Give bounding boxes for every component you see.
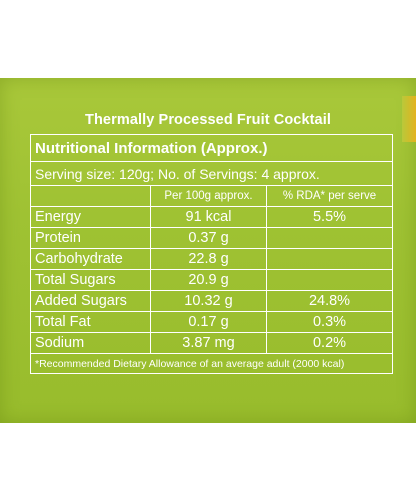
- nutrient-name: Total Fat: [30, 311, 151, 333]
- nutrient-name: Protein: [30, 227, 151, 249]
- nutrient-rda: [265, 227, 394, 249]
- table-row: Energy 91 kcal 5.5%: [30, 206, 394, 228]
- nutrition-table: Nutritional Information (Approx.) Servin…: [29, 134, 394, 374]
- nutrient-rda: [265, 269, 394, 291]
- table-row: Added Sugars 10.32 g 24.8%: [30, 290, 394, 312]
- nutrient-per100g: 91 kcal: [150, 206, 267, 228]
- packaging-edge: [402, 96, 416, 142]
- table-row: Total Sugars 20.9 g: [30, 269, 394, 291]
- nutrient-name: Sodium: [30, 332, 151, 354]
- nutrient-name: Total Sugars: [30, 269, 151, 291]
- nutrient-rda: 5.5%: [265, 206, 394, 228]
- nutrient-rda: 0.3%: [265, 311, 394, 333]
- table-row: Total Fat 0.17 g 0.3%: [30, 311, 394, 333]
- nutrient-rda: 0.2%: [265, 332, 394, 354]
- nutrient-rda: [265, 248, 394, 270]
- nutrient-per100g: 0.37 g: [150, 227, 267, 249]
- nutrient-per100g: 3.87 mg: [150, 332, 267, 354]
- label-title: Thermally Processed Fruit Cocktail: [85, 112, 331, 128]
- column-header-nutrient: [30, 185, 151, 207]
- footnote-row: *Recommended Dietary Allowance of an ave…: [29, 353, 394, 374]
- table-row: Protein 0.37 g: [30, 227, 394, 249]
- nutrient-name: Energy: [30, 206, 151, 228]
- column-header-rda: % RDA* per serve: [265, 185, 394, 207]
- table-heading: Nutritional Information (Approx.): [29, 134, 394, 162]
- column-header-per100g: Per 100g approx.: [150, 185, 267, 207]
- nutrient-rda: 24.8%: [265, 290, 394, 312]
- serving-info: Serving size: 120g; No. of Servings: 4 a…: [29, 161, 394, 186]
- column-header-row: Per 100g approx. % RDA* per serve: [30, 185, 394, 207]
- nutrient-per100g: 22.8 g: [150, 248, 267, 270]
- nutrient-name: Added Sugars: [30, 290, 151, 312]
- table-heading-row: Nutritional Information (Approx.): [29, 134, 394, 162]
- nutrient-per100g: 20.9 g: [150, 269, 267, 291]
- nutrient-per100g: 0.17 g: [150, 311, 267, 333]
- footnote: *Recommended Dietary Allowance of an ave…: [29, 353, 394, 374]
- table-row: Carbohydrate 22.8 g: [30, 248, 394, 270]
- nutrient-name: Carbohydrate: [30, 248, 151, 270]
- serving-row: Serving size: 120g; No. of Servings: 4 a…: [29, 161, 394, 186]
- table-row: Sodium 3.87 mg 0.2%: [30, 332, 394, 354]
- nutrient-per100g: 10.32 g: [150, 290, 267, 312]
